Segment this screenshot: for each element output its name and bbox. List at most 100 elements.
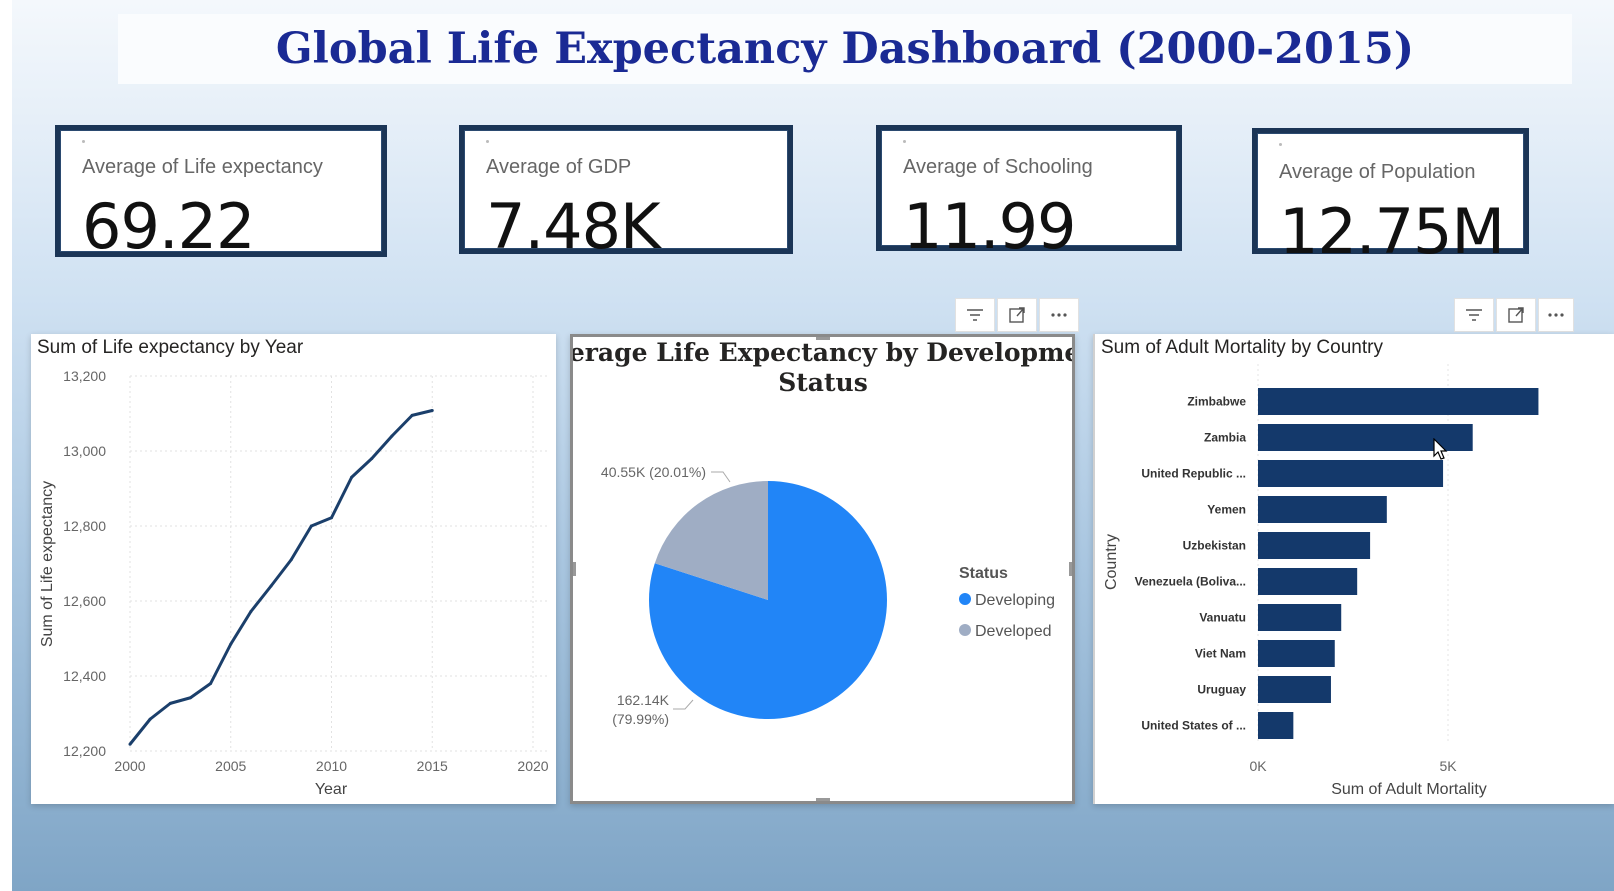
bar bbox=[1258, 712, 1294, 739]
focus-mode-icon[interactable] bbox=[1496, 298, 1536, 332]
data-point bbox=[209, 682, 213, 685]
legend-marker-developing bbox=[959, 593, 971, 605]
kpi-label: Average of Population bbox=[1279, 161, 1476, 183]
bar-chart-title: Sum of Adult Mortality by Country bbox=[1101, 337, 1383, 358]
category-label: Uruguay bbox=[1197, 683, 1246, 697]
kpi-card-life-expectancy[interactable]: Average of Life expectancy 69.22 bbox=[55, 125, 387, 263]
more-options-icon[interactable] bbox=[1538, 298, 1574, 332]
bar-chart-panel[interactable]: Sum of Adult Mortality by Country Countr… bbox=[1093, 334, 1614, 804]
data-point bbox=[168, 701, 172, 705]
bar bbox=[1258, 388, 1539, 415]
bar bbox=[1258, 532, 1371, 559]
category-label: Vanuatu bbox=[1199, 611, 1246, 625]
x-axis-title: Sum of Adult Mortality bbox=[1331, 781, 1487, 798]
y-tick-label: 12,800 bbox=[63, 518, 106, 534]
data-point bbox=[410, 413, 414, 417]
y-axis-title: Sum of Life expectancy bbox=[39, 481, 56, 647]
data-point bbox=[128, 742, 132, 746]
mouse-cursor-icon bbox=[1433, 438, 1448, 460]
kpi-label: Average of Life expectancy bbox=[82, 156, 323, 178]
bar-chart: Country Sum of Adult Mortality 0K 5K Zimba… bbox=[1103, 364, 1539, 798]
series-line bbox=[128, 409, 433, 746]
pie-slice-developing bbox=[649, 481, 887, 720]
category-label: United States of ... bbox=[1141, 719, 1246, 733]
bar bbox=[1258, 568, 1358, 595]
category-label: Yemen bbox=[1207, 503, 1246, 517]
y-tick-label: 13,000 bbox=[63, 443, 106, 459]
data-point bbox=[309, 524, 313, 528]
dashboard-title: Global Life Expectancy Dashboard (2000-2… bbox=[275, 24, 1415, 74]
kpi-value: 11.99 bbox=[903, 190, 1076, 263]
y-tick-label: 13,200 bbox=[63, 368, 106, 384]
pie-chart-title-line1: Average Life Expectancy by Development bbox=[573, 338, 1072, 367]
resize-handle bbox=[816, 798, 830, 801]
data-point bbox=[370, 457, 374, 460]
data-point bbox=[330, 516, 333, 520]
data-point bbox=[229, 642, 233, 646]
x-axis-title: Year bbox=[315, 781, 348, 798]
pie-slice-developed bbox=[654, 481, 768, 600]
x-tick-label: 2010 bbox=[316, 758, 347, 774]
kpi-card-schooling[interactable]: Average of Schooling 11.99 bbox=[876, 125, 1182, 263]
y-tick-label: 12,200 bbox=[63, 743, 106, 759]
bar-visual-toolbar bbox=[1454, 298, 1574, 332]
data-point bbox=[350, 475, 354, 479]
data-point bbox=[188, 696, 192, 700]
category-label: Uzbekistan bbox=[1183, 539, 1246, 553]
leader-line bbox=[673, 699, 694, 710]
category-label: Zimbabwe bbox=[1187, 395, 1246, 409]
kpi-value: 7.48K bbox=[486, 190, 661, 263]
bar bbox=[1258, 640, 1335, 667]
left-edge-strip bbox=[0, 0, 12, 891]
resize-handle bbox=[1069, 562, 1072, 576]
legend-marker-developed bbox=[959, 624, 971, 636]
line-chart-title: Sum of Life expectancy by Year bbox=[37, 337, 304, 358]
legend-item-developing: Developing bbox=[975, 592, 1055, 609]
bar bbox=[1258, 604, 1342, 631]
filter-icon[interactable] bbox=[1454, 298, 1494, 332]
kpi-card-gdp[interactable]: Average of GDP 7.48K bbox=[459, 125, 793, 263]
pie-visual-toolbar bbox=[955, 298, 1079, 332]
line-chart-panel[interactable]: Sum of Life expectancy by Year Sum of Li… bbox=[31, 334, 556, 804]
kpi-label: Average of Schooling bbox=[903, 156, 1093, 178]
resize-handle bbox=[573, 562, 576, 576]
legend-item-developed: Developed bbox=[975, 623, 1052, 640]
resize-handle bbox=[816, 337, 830, 340]
x-tick-label: 2020 bbox=[517, 758, 548, 774]
data-point bbox=[430, 409, 434, 412]
data-label-developed: 40.55K (20.01%) bbox=[601, 464, 706, 480]
card-handle-dot bbox=[903, 140, 906, 143]
category-label: Venezuela (Boliva... bbox=[1135, 575, 1246, 589]
bar bbox=[1258, 676, 1331, 703]
kpi-value: 69.22 bbox=[82, 190, 255, 263]
line-chart: Sum of Life expectancy Year 12,200 12,400… bbox=[39, 368, 549, 798]
dashboard-title-box: Global Life Expectancy Dashboard (2000-2… bbox=[118, 14, 1572, 84]
bar bbox=[1258, 496, 1387, 523]
category-label: Zambia bbox=[1204, 431, 1246, 445]
x-tick-label: 5K bbox=[1439, 758, 1457, 774]
data-point bbox=[289, 558, 293, 562]
x-tick-label: 0K bbox=[1249, 758, 1267, 774]
focus-mode-icon[interactable] bbox=[997, 298, 1037, 332]
data-point bbox=[148, 717, 152, 721]
data-label-developing: 162.14K bbox=[617, 692, 670, 708]
card-handle-dot bbox=[82, 140, 85, 143]
x-tick-label: 2015 bbox=[417, 758, 448, 774]
pie-chart: Average Life Expectancy by Development S… bbox=[573, 337, 1072, 801]
x-tick-label: 2000 bbox=[114, 758, 145, 774]
y-axis-title: Country bbox=[1103, 534, 1120, 590]
more-options-icon[interactable] bbox=[1039, 298, 1079, 332]
pie-chart-panel[interactable]: Average Life Expectancy by Development S… bbox=[570, 334, 1075, 804]
x-tick-label: 2005 bbox=[215, 758, 246, 774]
filter-icon[interactable] bbox=[955, 298, 995, 332]
kpi-label: Average of GDP bbox=[486, 156, 632, 178]
category-label: United Republic ... bbox=[1141, 467, 1246, 481]
y-tick-label: 12,600 bbox=[63, 593, 106, 609]
data-point bbox=[249, 610, 253, 613]
card-handle-dot bbox=[486, 140, 489, 143]
card-handle-dot bbox=[1279, 143, 1282, 146]
pie-chart-title-line2: Status bbox=[778, 368, 868, 397]
leader-line bbox=[711, 471, 731, 483]
data-point bbox=[269, 584, 273, 588]
kpi-card-population[interactable]: Average of Population 12.75M bbox=[1252, 128, 1529, 268]
